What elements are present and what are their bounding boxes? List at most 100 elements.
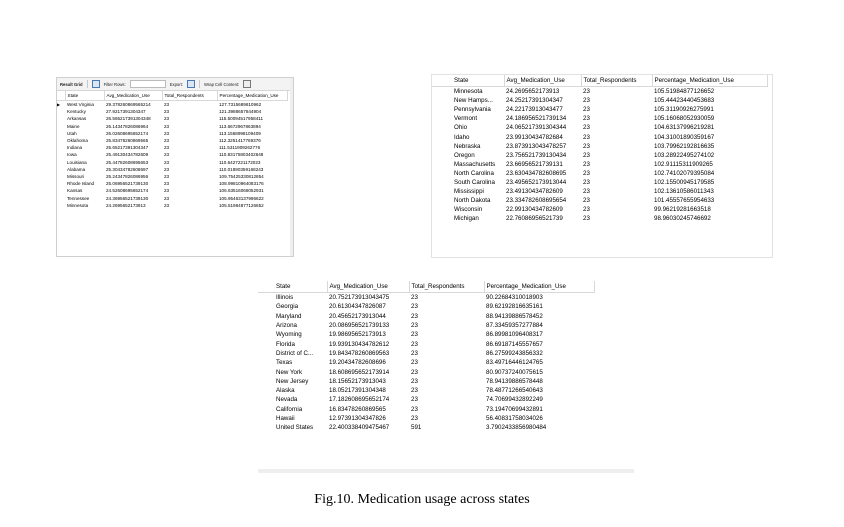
row-selector[interactable] [432, 132, 452, 141]
column-header-total-respondents[interactable]: Total_Respondents [162, 91, 218, 101]
column-header-avg-medication-use[interactable]: Avg_Medication_Use [104, 91, 163, 101]
row-selector[interactable] [57, 123, 65, 130]
table-cell-total-respondents[interactable]: 23 [411, 396, 418, 404]
table-cell-total-respondents[interactable]: 23 [164, 130, 170, 136]
row-selector[interactable] [432, 160, 452, 169]
table-cell-avg-medication-use[interactable]: 25.44782608695653 [106, 159, 149, 165]
table-cell-total-respondents[interactable]: 591 [411, 424, 422, 432]
table-cell-avg-medication-use[interactable]: 20.45652173913044 [329, 312, 386, 320]
table-cell-percentage-medication-use[interactable]: 86.69187145557657 [486, 340, 543, 348]
row-selector[interactable] [432, 169, 452, 178]
table-cell-percentage-medication-use[interactable]: 113.6672967863894 [219, 123, 261, 129]
row-selector[interactable] [57, 144, 65, 151]
table-cell-total-respondents[interactable]: 23 [583, 115, 590, 123]
table-cell-percentage-medication-use[interactable]: 99.96219281663518 [654, 206, 711, 214]
table-cell-total-respondents[interactable]: 23 [411, 359, 418, 367]
table-row[interactable]: Hawaii 12.97391304347826 23 56.408317580340… [258, 414, 594, 423]
table-cell-percentage-medication-use[interactable]: 111.5311909262776 [219, 145, 261, 151]
table-cell-total-respondents[interactable]: 23 [583, 142, 590, 150]
table-cell-percentage-medication-use[interactable]: 102.15500945179585 [654, 178, 715, 186]
table-cell-percentage-medication-use[interactable]: 104.31001890359167 [654, 133, 715, 141]
column-header-state[interactable]: State [274, 281, 328, 293]
table-cell-state[interactable]: Georgia [276, 303, 299, 311]
row-selector[interactable] [57, 115, 65, 122]
table-cell-avg-medication-use[interactable]: 23.49130434782609 [506, 188, 563, 196]
table-cell-total-respondents[interactable]: 23 [411, 331, 418, 339]
table-cell-total-respondents[interactable]: 23 [164, 109, 170, 115]
table-cell-percentage-medication-use[interactable]: 121.3988657844904 [219, 109, 262, 115]
table-row[interactable]: Nebraska 23.873913043478257 23 103.79962192… [432, 142, 767, 151]
table-row[interactable]: Arizona 20.086956521739133 23 87.3345935727… [258, 321, 594, 330]
table-cell-avg-medication-use[interactable]: 17.182608695652174 [329, 396, 390, 404]
table-cell-state[interactable]: Missouri [67, 173, 85, 179]
column-header-total-respondents[interactable]: Total_Respondents [409, 281, 485, 293]
table-cell-state[interactable]: Rhode Island [67, 181, 95, 187]
table-cell-percentage-medication-use[interactable]: 110.01890359168243 [219, 166, 264, 172]
table-cell-percentage-medication-use[interactable]: 110.83175803402648 [219, 152, 264, 158]
table-cell-state[interactable]: Arkansas [67, 116, 87, 122]
table-cell-avg-medication-use[interactable]: 18.05217391304348 [329, 387, 386, 395]
table-cell-avg-medication-use[interactable]: 22.76086956521739 [506, 215, 563, 223]
table-cell-state[interactable]: United States [276, 424, 314, 432]
table-cell-state[interactable]: Pennsylvania [454, 106, 491, 114]
table-cell-percentage-medication-use[interactable]: 86.89981096408317 [486, 331, 543, 339]
table-row[interactable]: California 16.83478260869565 23 73.19470699… [258, 405, 594, 414]
table-cell-state[interactable]: Massachusetts [454, 160, 496, 168]
table-cell-state[interactable]: Alaska [276, 387, 295, 395]
row-selector[interactable] [432, 105, 452, 114]
table-cell-state[interactable]: Florida [276, 340, 295, 348]
table-cell-state[interactable]: Wisconsin [454, 206, 483, 214]
table-cell-percentage-medication-use[interactable]: 74.70699432892249 [486, 396, 543, 404]
table-cell-percentage-medication-use[interactable]: 90.22684310018903 [486, 294, 543, 302]
table-cell-state[interactable]: Kentucky [67, 109, 86, 115]
table-cell-state[interactable]: New York [276, 368, 303, 376]
table-row[interactable]: District of C... 19.843478260869563 23 86.2… [258, 349, 594, 358]
table-cell-avg-medication-use[interactable]: 19.20434782608696 [329, 359, 386, 367]
table-cell-state[interactable]: Minnesota [454, 88, 483, 96]
table-cell-state[interactable]: Idaho [454, 133, 470, 141]
table-cell-state[interactable]: Arizona [276, 322, 297, 330]
table-cell-avg-medication-use[interactable]: 22.99130434782609 [506, 206, 563, 214]
row-selector[interactable] [57, 173, 65, 180]
row-selector[interactable] [258, 312, 274, 321]
table-cell-total-respondents[interactable]: 23 [583, 151, 590, 159]
table-cell-percentage-medication-use[interactable]: 78.48771266540643 [486, 387, 543, 395]
table-cell-total-respondents[interactable]: 23 [583, 88, 590, 96]
table-cell-state[interactable]: North Dakota [454, 197, 491, 205]
table-cell-state[interactable]: North Carolina [454, 169, 494, 177]
table-row[interactable]: Kentucky 27.9217391304347 23 121.3988657844… [57, 108, 287, 115]
table-row[interactable]: Mississippi 23.49130434782609 23 102.136105… [432, 187, 767, 196]
table-cell-avg-medication-use[interactable]: 19.843478260869563 [329, 349, 390, 357]
table-cell-percentage-medication-use[interactable]: 105.44423440453683 [654, 97, 715, 105]
table-cell-total-respondents[interactable]: 23 [583, 133, 590, 141]
table-cell-state[interactable]: Nevada [276, 396, 298, 404]
table-cell-total-respondents[interactable]: 23 [583, 188, 590, 196]
table-cell-avg-medication-use[interactable]: 26.02608695652174 [106, 130, 149, 136]
table-cell-state[interactable]: New Jersey [276, 377, 309, 385]
table-row[interactable]: Texas 19.20434782608696 23 83.4971644612476… [258, 358, 594, 367]
row-selector[interactable] [258, 423, 274, 432]
table-cell-total-respondents[interactable]: 23 [164, 145, 170, 151]
row-selector[interactable] [57, 130, 65, 137]
table-cell-state[interactable]: Louisiana [67, 159, 87, 165]
table-cell-avg-medication-use[interactable]: 16.83478260869565 [329, 405, 386, 413]
table-row[interactable]: Illinois 20.752173913043475 23 90.226843100… [258, 293, 594, 303]
table-cell-avg-medication-use[interactable]: 26.565217391304348 [106, 116, 151, 122]
row-selector[interactable] [432, 178, 452, 187]
column-header-total-respondents[interactable]: Total_Respondents [581, 75, 653, 87]
table-cell-state[interactable]: Texas [276, 359, 293, 367]
table-cell-state[interactable]: District of C... [276, 349, 314, 357]
table-row[interactable]: Minnesota 24.2695652173913 23 105.519848771… [432, 87, 767, 97]
table-row[interactable]: United States 22.400338409475467 591 3.7902… [258, 423, 594, 432]
table-cell-state[interactable]: Kansas [67, 188, 83, 194]
table-cell-avg-medication-use[interactable]: 25.83478260869565 [106, 138, 149, 144]
table-cell-percentage-medication-use[interactable]: 108.99810964083176 [219, 181, 264, 187]
row-selector[interactable] [57, 187, 65, 194]
table-cell-avg-medication-use[interactable]: 25.49130434782609 [106, 152, 149, 158]
export-icon[interactable] [186, 80, 195, 88]
table-cell-total-respondents[interactable]: 23 [411, 349, 418, 357]
table-cell-percentage-medication-use[interactable]: 78.94139886578448 [486, 377, 543, 385]
table-cell-state[interactable]: Utah [67, 130, 77, 136]
table-cell-avg-medication-use[interactable]: 24.22173913043477 [506, 106, 563, 114]
row-selector[interactable] [432, 205, 452, 214]
